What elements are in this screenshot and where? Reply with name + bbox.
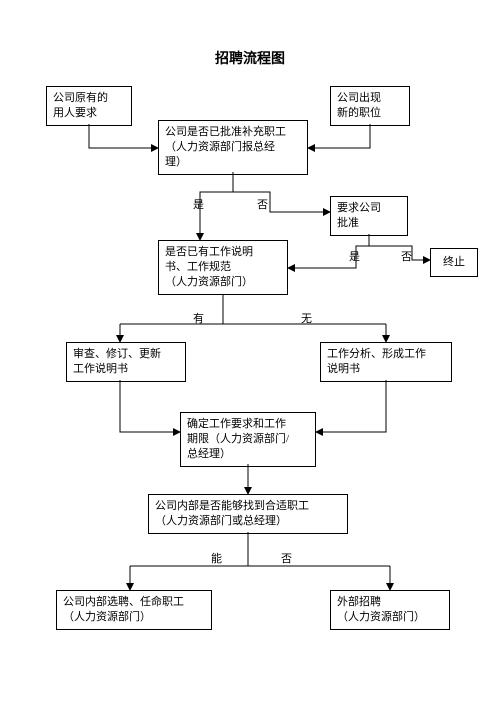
edge-label-approved-yes: 是 [192,196,205,212]
node-terminate: 终止 [430,248,478,277]
node-external-hire: 外部招聘（人力资源部门） [330,590,450,630]
node-original-demand: 公司原有的用人要求 [46,86,132,126]
node-determine-req: 确定工作要求和工作期限（人力资源部门/总经理） [180,412,316,467]
node-analyze-jobdesc: 工作分析、形成工作说明书 [320,342,452,382]
node-internal-question: 公司内部是否能够找到合适职工（人力资源部门或总经理） [148,494,348,534]
edge-label-reqapprove-yes: 是 [348,248,361,264]
page-title: 招聘流程图 [0,48,500,68]
flowchart-stage: 招聘流程图 公司原有的用人要求 公司出现新的职位 公司是否已批准补充职工（人力资… [0,0,500,708]
node-internal-hire: 公司内部选聘、任命职工（人力资源部门） [56,590,212,630]
edge-label-jobdesc-no: 无 [300,310,313,326]
edge-label-jobdesc-yes: 有 [192,310,205,326]
edge-label-internal-no: 否 [280,550,293,566]
edge-label-approved-no: 否 [256,196,269,212]
node-approved-question: 公司是否已批准补充职工（人力资源部门报总经理） [158,120,308,175]
node-new-position: 公司出现新的职位 [330,86,410,126]
node-request-approval: 要求公司批准 [330,196,408,236]
node-jobdesc-question: 是否已有工作说明书、工作规范（人力资源部门） [158,240,288,295]
node-review-jobdesc: 审查、修订、更新工作说明书 [66,342,186,382]
edge-label-reqapprove-no: 否 [400,248,413,264]
edge-label-internal-yes: 能 [210,550,223,566]
